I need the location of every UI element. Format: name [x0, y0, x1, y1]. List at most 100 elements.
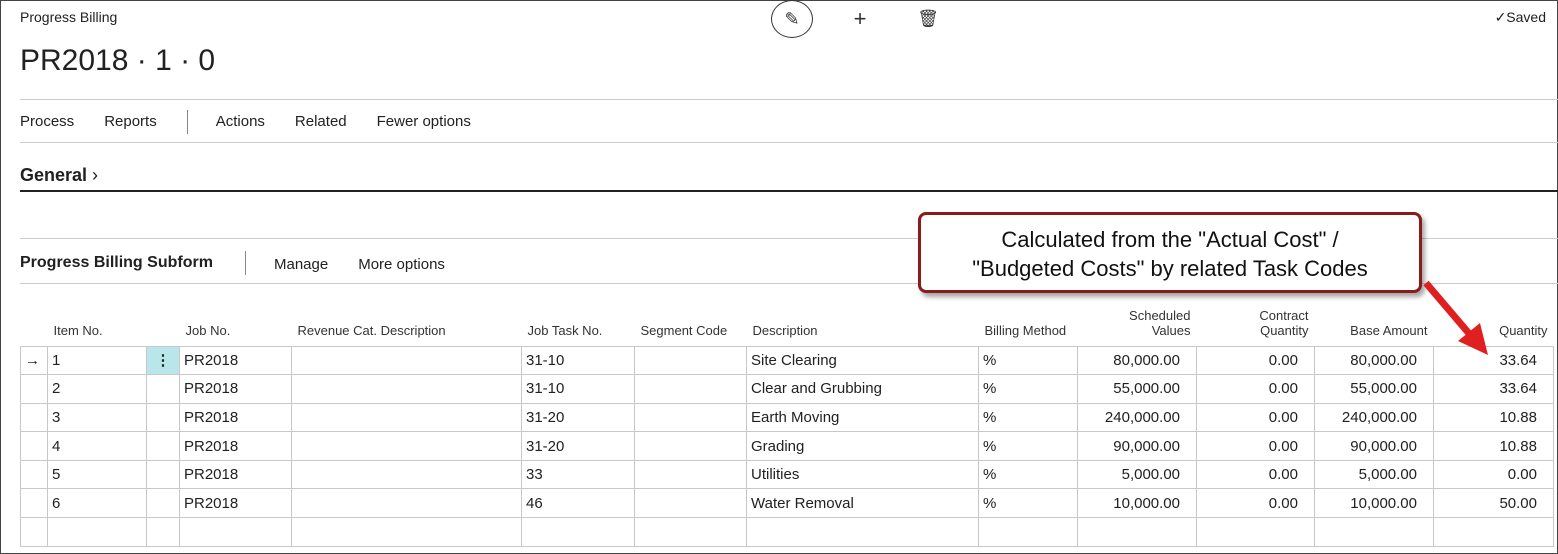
cell-segment-code[interactable] — [634, 402, 747, 433]
empty-cell[interactable] — [179, 517, 292, 547]
empty-cell[interactable] — [978, 517, 1078, 547]
cell-revenue-cat[interactable] — [291, 431, 522, 461]
menu-more-options[interactable]: More options — [358, 256, 445, 273]
col-segment-code[interactable]: Segment Code — [640, 322, 728, 338]
cell-description[interactable]: Earth Moving — [746, 402, 979, 433]
cell-contract-quantity[interactable]: 0.00 — [1196, 431, 1315, 461]
cell-job-no[interactable]: PR2018 — [179, 402, 292, 433]
cell-segment-code[interactable] — [634, 431, 747, 461]
cell-revenue-cat[interactable] — [291, 345, 522, 376]
cell-job-no[interactable]: PR2018 — [179, 345, 292, 376]
cell-billing-method[interactable]: % — [978, 402, 1078, 433]
empty-cell[interactable] — [20, 517, 48, 547]
cell-item-no[interactable]: 3 — [47, 402, 147, 433]
cell-scheduled-values[interactable]: 55,000.00 — [1077, 374, 1197, 404]
col-contract-quantity[interactable]: Contract Quantity — [1259, 307, 1309, 338]
cell-job-task-no[interactable]: 31-10 — [521, 345, 635, 376]
empty-cell[interactable] — [146, 517, 180, 547]
col-job-task-no[interactable]: Job Task No. — [527, 322, 603, 338]
cell-job-task-no[interactable]: 31-20 — [521, 431, 635, 461]
cell-segment-code[interactable] — [634, 345, 747, 376]
col-description[interactable]: Description — [752, 322, 818, 338]
table-row[interactable]: 3 PR2018 31-20 Earth Moving% 240,000.00 0.00 2… — [20, 402, 1554, 433]
table-row[interactable]: 4 PR2018 31-20 Grading% 90,000.00 0.00 90,000.… — [20, 431, 1554, 461]
cell-description[interactable]: Water Removal — [746, 488, 979, 519]
row-actions[interactable] — [146, 402, 180, 433]
cell-job-no[interactable]: PR2018 — [179, 488, 292, 519]
delete-icon[interactable]: 🗑 — [917, 9, 939, 28]
menu-reports[interactable]: Reports — [104, 113, 157, 130]
menu-process[interactable]: Process — [20, 113, 75, 130]
cell-billing-method[interactable]: % — [978, 431, 1078, 461]
table-row[interactable]: 6 PR2018 46 Water Removal% 10,000.00 0.00 10,0… — [20, 488, 1554, 519]
menu-actions[interactable]: Actions — [215, 113, 265, 130]
empty-cell[interactable] — [291, 517, 522, 547]
empty-cell[interactable] — [1314, 517, 1434, 547]
cell-quantity[interactable]: 10.88 — [1433, 431, 1554, 461]
cell-billing-method[interactable]: % — [978, 459, 1078, 490]
edit-icon[interactable]: ✎ — [771, 0, 813, 38]
cell-description[interactable]: Clear and Grubbing — [746, 374, 979, 404]
cell-quantity[interactable]: 50.00 — [1433, 488, 1554, 519]
col-revenue-cat[interactable]: Revenue Cat. Description — [297, 322, 446, 338]
empty-row[interactable] — [20, 517, 1554, 547]
cell-quantity[interactable]: 33.64 — [1433, 374, 1554, 404]
empty-cell[interactable] — [1433, 517, 1554, 547]
cell-contract-quantity[interactable]: 0.00 — [1196, 459, 1315, 490]
cell-contract-quantity[interactable]: 0.00 — [1196, 402, 1315, 433]
cell-billing-method[interactable]: % — [978, 374, 1078, 404]
cell-revenue-cat[interactable] — [291, 459, 522, 490]
cell-job-no[interactable]: PR2018 — [179, 459, 292, 490]
menu-manage[interactable]: Manage — [274, 256, 329, 273]
empty-cell[interactable] — [47, 517, 147, 547]
row-actions[interactable] — [146, 488, 180, 519]
row-actions[interactable] — [146, 374, 180, 404]
row-actions-icon[interactable]: ⋮ — [146, 345, 180, 376]
table-row[interactable]: → 1 ⋮ PR2018 31-10 Site Clearing% 80,000.00 0.0… — [20, 345, 1554, 376]
cell-item-no[interactable]: 6 — [47, 488, 147, 519]
menu-fewer-options[interactable]: Fewer options — [376, 113, 471, 130]
cell-segment-code[interactable] — [634, 374, 747, 404]
cell-item-no[interactable]: 5 — [47, 459, 147, 490]
cell-job-no[interactable]: PR2018 — [179, 431, 292, 461]
cell-quantity[interactable]: 0.00 — [1433, 459, 1554, 490]
cell-item-no[interactable]: 1 — [47, 345, 147, 376]
col-quantity[interactable]: Quantity — [1499, 322, 1548, 338]
cell-base-amount[interactable]: 5,000.00 — [1314, 459, 1434, 490]
cell-contract-quantity[interactable]: 0.00 — [1196, 345, 1315, 376]
empty-cell[interactable] — [634, 517, 747, 547]
col-job-no[interactable]: Job No. — [185, 322, 231, 338]
cell-scheduled-values[interactable]: 80,000.00 — [1077, 345, 1197, 376]
cell-contract-quantity[interactable]: 0.00 — [1196, 374, 1315, 404]
cell-job-task-no[interactable]: 31-10 — [521, 374, 635, 404]
cell-billing-method[interactable]: % — [978, 345, 1078, 376]
empty-cell[interactable] — [521, 517, 635, 547]
empty-cell[interactable] — [1196, 517, 1315, 547]
cell-job-task-no[interactable]: 46 — [521, 488, 635, 519]
cell-item-no[interactable]: 4 — [47, 431, 147, 461]
cell-job-no[interactable]: PR2018 — [179, 374, 292, 404]
empty-cell[interactable] — [746, 517, 979, 547]
cell-job-task-no[interactable]: 33 — [521, 459, 635, 490]
col-scheduled-values[interactable]: Scheduled Values — [1129, 307, 1191, 338]
cell-revenue-cat[interactable] — [291, 488, 522, 519]
cell-revenue-cat[interactable] — [291, 374, 522, 404]
menu-related[interactable]: Related — [294, 113, 347, 130]
general-section-toggle[interactable]: General › — [20, 165, 99, 185]
cell-item-no[interactable]: 2 — [47, 374, 147, 404]
cell-quantity[interactable]: 10.88 — [1433, 402, 1554, 433]
col-base-amount[interactable]: Base Amount — [1350, 322, 1428, 338]
cell-segment-code[interactable] — [634, 488, 747, 519]
cell-job-task-no[interactable]: 31-20 — [521, 402, 635, 433]
cell-base-amount[interactable]: 10,000.00 — [1314, 488, 1434, 519]
empty-cell[interactable] — [1077, 517, 1197, 547]
cell-scheduled-values[interactable]: 5,000.00 — [1077, 459, 1197, 490]
cell-base-amount[interactable]: 90,000.00 — [1314, 431, 1434, 461]
cell-segment-code[interactable] — [634, 459, 747, 490]
cell-billing-method[interactable]: % — [978, 488, 1078, 519]
cell-base-amount[interactable]: 55,000.00 — [1314, 374, 1434, 404]
cell-description[interactable]: Site Clearing — [746, 345, 979, 376]
cell-description[interactable]: Grading — [746, 431, 979, 461]
table-row[interactable]: 2 PR2018 31-10 Clear and Grubbing% 55,000.00… — [20, 374, 1554, 404]
add-icon[interactable]: + — [853, 6, 867, 31]
